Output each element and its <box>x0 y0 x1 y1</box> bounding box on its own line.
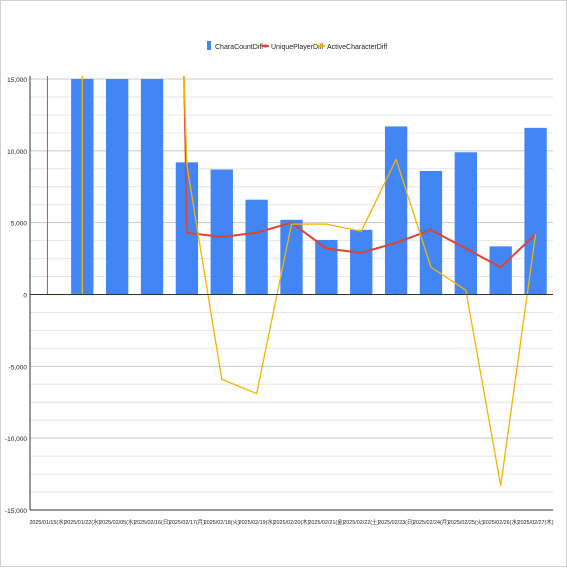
x-tick-label: 2025/02/17(月) <box>169 519 205 526</box>
x-tick-label: 2025/01/15(水) <box>29 518 65 526</box>
bar-CharaCountDiff-8 <box>315 239 338 295</box>
y-tick-label: 15,000 <box>7 77 27 84</box>
x-tick-label: 2025/02/20(木) <box>274 518 310 526</box>
legend-item-ActiveCharacterDiff: ActiveCharacterDiff <box>318 44 387 51</box>
x-tick-label: 2025/02/27(木) <box>518 518 554 526</box>
x-tick-label: 2025/01/22(水) <box>64 518 100 526</box>
x-tick-label: 2025/02/18(火) <box>204 520 240 526</box>
line-series <box>46 76 537 487</box>
legend-swatch <box>207 41 211 50</box>
bar-CharaCountDiff-14 <box>524 127 547 295</box>
legend-marker <box>319 44 324 48</box>
bar-CharaCountDiff-3 <box>140 79 164 295</box>
bar-CharaCountDiff-2 <box>106 79 129 295</box>
bar-CharaCountDiff-10 <box>384 126 408 295</box>
bar-CharaCountDiff-9 <box>350 229 373 295</box>
legend-label: UniquePlayerDiff <box>271 44 323 51</box>
y-tick-label: 5,000 <box>11 221 28 228</box>
x-tick-label: 2025/02/24(月) <box>413 519 449 526</box>
line-ActiveCharacterDiff-offchart-down <box>183 76 188 166</box>
y-tick-label: -10,000 <box>5 436 27 443</box>
legend: CharaCountDiff UniquePlayerDiff ActiveChar… <box>207 41 387 51</box>
legend-marker <box>263 44 268 48</box>
legend-item-UniquePlayerDiff: UniquePlayerDiff <box>262 44 323 51</box>
x-tick-label: 2025/02/19(水) <box>239 518 275 526</box>
axes: 15,00010,0005,0000-5,000-10,000-15,00020… <box>5 76 554 526</box>
y-tick-label: 0 <box>23 293 27 300</box>
bar-series <box>71 79 547 295</box>
bar-CharaCountDiff-11 <box>419 170 443 295</box>
x-tick-label: 2025/02/21(金) <box>308 518 344 526</box>
x-tick-label: 2025/02/22(土) <box>343 518 379 526</box>
legend-label: ActiveCharacterDiff <box>327 44 387 51</box>
bar-CharaCountDiff-12 <box>454 152 477 295</box>
line-UniquePlayerDiff-segment-1 <box>186 221 537 269</box>
x-tick-label: 2025/02/05(水) <box>99 518 135 526</box>
x-tick-label: 2025/02/23(日) <box>378 519 414 526</box>
y-tick-label: -15,000 <box>5 508 27 515</box>
legend-label: CharaCountDiff <box>215 44 263 51</box>
bar-CharaCountDiff-13 <box>489 246 512 295</box>
y-tick-label: -5,000 <box>9 364 28 371</box>
bar-CharaCountDiff-7 <box>280 219 303 295</box>
bar-CharaCountDiff-5 <box>210 169 233 295</box>
x-tick-label: 2025/02/25(火) <box>448 520 484 526</box>
y-tick-label: 10,000 <box>7 149 27 156</box>
legend-item-CharaCountDiff: CharaCountDiff <box>207 41 263 51</box>
bar-CharaCountDiff-6 <box>245 199 268 295</box>
x-tick-label: 2025/02/26(水) <box>483 518 519 526</box>
x-tick-label: 2025/02/16(日) <box>134 519 170 526</box>
line-ActiveCharacterDiff-segment-1 <box>186 158 537 487</box>
